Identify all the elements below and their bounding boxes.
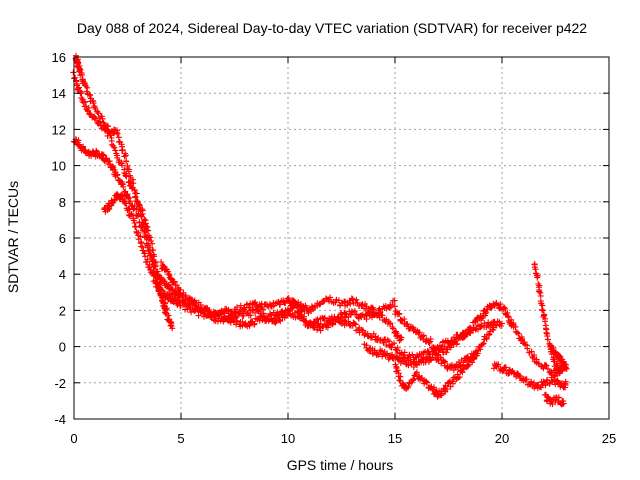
x-tick-label: 20 (495, 431, 509, 446)
x-axis-label: GPS time / hours (287, 457, 394, 473)
scatter-points (541, 391, 567, 408)
y-tick-label: -4 (54, 412, 66, 427)
series-track-9 (490, 360, 569, 392)
scatter-points (392, 324, 497, 400)
y-tick-label: 16 (52, 50, 66, 65)
series-track-7 (392, 324, 497, 400)
x-tick-label: 15 (388, 431, 402, 446)
chart-title: Day 088 of 2024, Sidereal Day-to-day VTE… (77, 20, 587, 36)
scatter-points (361, 341, 480, 374)
y-tick-label: -2 (54, 376, 66, 391)
x-tick-label: 25 (602, 431, 616, 446)
x-tick-label: 5 (177, 431, 184, 446)
series-track-12 (550, 345, 569, 372)
axis-ticks: 0 5 10 15 20 25 -4 -2 0 2 4 6 8 10 12 14 16 (52, 50, 617, 446)
scatter-points (392, 299, 570, 380)
y-axis-label: SDTVAR / TECUs (5, 181, 21, 293)
y-tick-label: 0 (59, 340, 66, 355)
series-track-6 (392, 299, 570, 380)
y-tick-label: 10 (52, 159, 66, 174)
y-tick-label: 14 (52, 86, 66, 101)
y-tick-label: 12 (52, 122, 66, 137)
scatter-points (550, 345, 569, 372)
scatter-points (490, 360, 569, 392)
y-tick-label: 2 (59, 303, 66, 318)
x-tick-label: 10 (281, 431, 295, 446)
series-track-8 (361, 341, 480, 374)
series-track-5 (158, 259, 398, 334)
series-track-11 (541, 391, 567, 408)
scatter-points (158, 259, 398, 334)
x-tick-label: 0 (70, 431, 77, 446)
y-tick-label: 4 (59, 267, 66, 282)
grid (74, 57, 609, 419)
data-marks (70, 52, 570, 408)
y-tick-label: 6 (59, 231, 66, 246)
y-tick-label: 8 (59, 195, 66, 210)
